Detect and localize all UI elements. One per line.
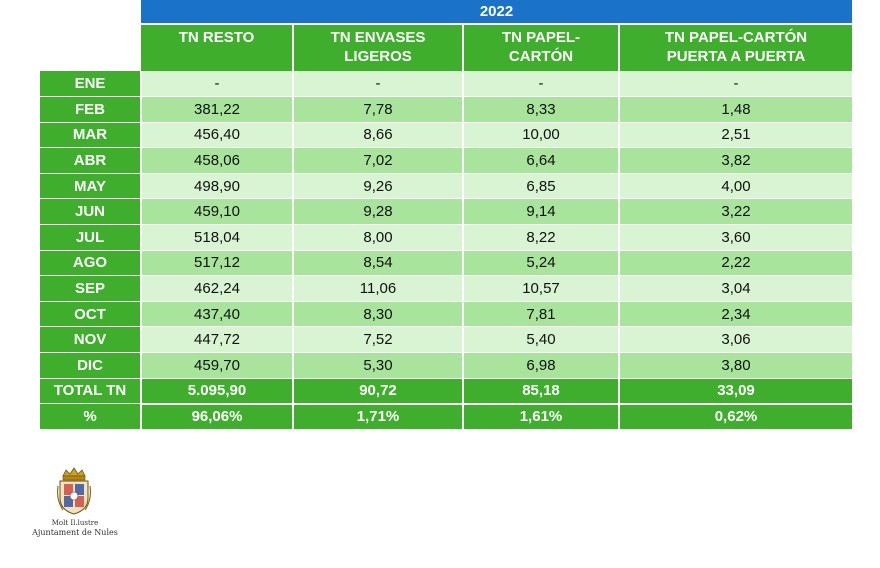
table-cell: 459,70	[140, 352, 293, 379]
table-cell: 9,26	[292, 173, 463, 200]
row-label: FEB	[40, 96, 141, 123]
row-label: DIC	[40, 352, 141, 379]
logo-line-2: Ajuntament de Nules	[32, 528, 118, 537]
table-cell: 5,40	[462, 326, 619, 354]
table-cell: 1,48	[618, 96, 852, 123]
table-cell: 381,22	[140, 96, 293, 123]
row-label: TOTAL TN	[40, 378, 141, 405]
table-cell: 462,24	[140, 275, 293, 302]
table-cell: 437,40	[140, 301, 293, 328]
table-body: ENE - - - - FEB 381,22 7,78 8,33 1,48 MAR 456,40 8,6…	[40, 71, 852, 430]
table-cell: 8,00	[292, 224, 463, 251]
table-cell: 1,61%	[462, 403, 619, 430]
table-cell: 6,98	[462, 352, 619, 379]
table-cell: 0,62%	[618, 403, 852, 430]
table-cell: -	[462, 71, 619, 98]
table-cell: 5,30	[292, 352, 463, 379]
table-cell: 3,22	[618, 198, 852, 226]
coat-of-arms-icon	[56, 467, 92, 515]
table-row: JUL 518,04 8,00 8,22 3,60	[40, 224, 852, 251]
table-cell: 85,18	[462, 378, 619, 405]
column-header-tn-papel-carton-puerta: TN PAPEL-CARTÓN PUERTA A PUERTA	[618, 24, 852, 71]
row-label: %	[40, 403, 141, 430]
table-row: JUN 459,10 9,28 9,14 3,22	[40, 198, 852, 226]
table-cell: 2,51	[618, 122, 852, 149]
table-cell: 459,10	[140, 198, 293, 226]
table-cell: 3,80	[618, 352, 852, 379]
column-header-tn-papel-carton: TN PAPEL- CARTÓN	[462, 24, 619, 71]
column-header-tn-envases-ligeros: TN ENVASES LIGEROS	[292, 24, 463, 71]
row-label: NOV	[40, 326, 141, 354]
table-cell: 9,28	[292, 198, 463, 226]
year-header: 2022	[141, 0, 852, 25]
table-cell: -	[292, 71, 463, 98]
table-row: TOTAL TN 5.095,90 90,72 85,18 33,09	[40, 378, 852, 405]
table-cell: 3,04	[618, 275, 852, 302]
table-row: FEB 381,22 7,78 8,33 1,48	[40, 96, 852, 123]
table-cell: 8,22	[462, 224, 619, 251]
table-cell: 6,85	[462, 173, 619, 200]
row-label: ENE	[40, 71, 141, 98]
table-cell: 456,40	[140, 122, 293, 149]
table-cell: 5,24	[462, 250, 619, 277]
table-row: % 96,06% 1,71% 1,61% 0,62%	[40, 403, 852, 430]
table-cell: 7,78	[292, 96, 463, 123]
table-cell: 8,54	[292, 250, 463, 277]
table-cell: 3,60	[618, 224, 852, 251]
table-cell: 498,90	[140, 173, 293, 200]
table-cell: 5.095,90	[140, 378, 293, 405]
table-cell: -	[140, 71, 293, 98]
table-cell: 7,81	[462, 301, 619, 328]
table-cell: 6,64	[462, 147, 619, 174]
row-label: JUL	[40, 224, 141, 251]
row-label: MAR	[40, 122, 141, 149]
row-label: AGO	[40, 250, 141, 277]
table-cell: 9,14	[462, 198, 619, 226]
table-cell: 458,06	[140, 147, 293, 174]
table-cell: 447,72	[140, 326, 293, 354]
table-row: ABR 458,06 7,02 6,64 3,82	[40, 147, 852, 174]
table-row: ENE - - - -	[40, 71, 852, 98]
column-header-tn-resto: TN RESTO	[141, 24, 293, 71]
table-row: OCT 437,40 8,30 7,81 2,34	[40, 301, 852, 328]
table-row: DIC 459,70 5,30 6,98 3,80	[40, 352, 852, 379]
table-cell: 7,52	[292, 326, 463, 354]
table-cell: 517,12	[140, 250, 293, 277]
row-label: JUN	[40, 198, 141, 226]
table-cell: 2,34	[618, 301, 852, 328]
table-cell: 518,04	[140, 224, 293, 251]
table-cell: 8,66	[292, 122, 463, 149]
table-row: MAR 456,40 8,66 10,00 2,51	[40, 122, 852, 149]
table-cell: -	[618, 71, 852, 98]
table-row: SEP 462,24 11,06 10,57 3,04	[40, 275, 852, 302]
table-cell: 10,57	[462, 275, 619, 302]
row-label: SEP	[40, 275, 141, 302]
table-cell: 7,02	[292, 147, 463, 174]
table-cell: 33,09	[618, 378, 852, 405]
table-cell: 4,00	[618, 173, 852, 200]
table-cell: 3,06	[618, 326, 852, 354]
table-row: NOV 447,72 7,52 5,40 3,06	[40, 326, 852, 354]
table-row: MAY 498,90 9,26 6,85 4,00	[40, 173, 852, 200]
table-row: AGO 517,12 8,54 5,24 2,22	[40, 250, 852, 277]
row-label: ABR	[40, 147, 141, 174]
table-cell: 1,71%	[292, 403, 463, 430]
blank-corner	[40, 24, 141, 71]
table-cell: 8,33	[462, 96, 619, 123]
table-cell: 90,72	[292, 378, 463, 405]
ajuntament-logo: Molt Il.lustre Ajuntament de Nules	[20, 466, 130, 540]
table-cell: 3,82	[618, 147, 852, 174]
table-cell: 11,06	[292, 275, 463, 302]
waste-tonnage-table: 2022 TN RESTO TN ENVASES LIGEROS TN PAPEL…	[40, 0, 852, 430]
row-label: MAY	[40, 173, 141, 200]
table-cell: 96,06%	[140, 403, 293, 430]
logo-line-1: Molt Il.lustre	[51, 519, 99, 527]
table-cell: 8,30	[292, 301, 463, 328]
row-label: OCT	[40, 301, 141, 328]
table-cell: 2,22	[618, 250, 852, 277]
table-cell: 10,00	[462, 122, 619, 149]
blank-corner	[40, 0, 141, 24]
